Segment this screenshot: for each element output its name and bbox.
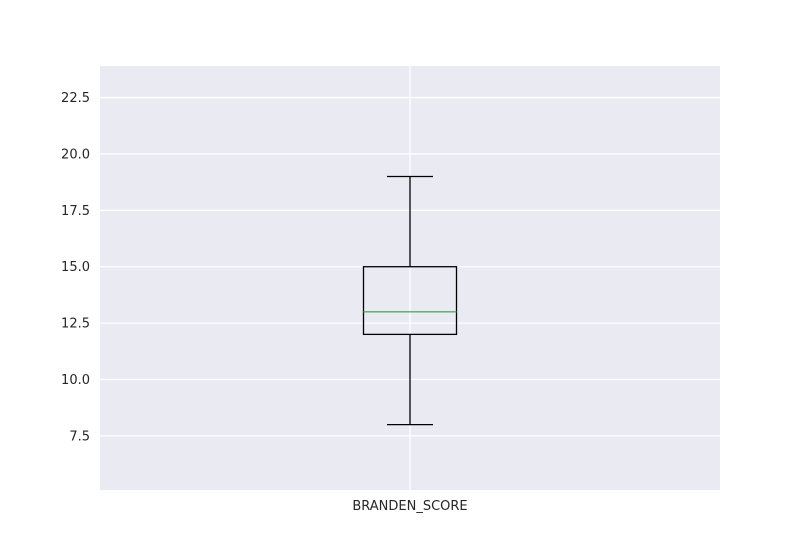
y-tick-label: 15.0 [61, 260, 90, 275]
box-series [362, 175, 458, 426]
y-tick-label: 12.5 [61, 317, 90, 332]
y-tick-label: 22.5 [61, 91, 90, 106]
y-tick-label: 7.5 [69, 429, 90, 444]
x-axis-ticks: BRANDEN_SCORE [352, 499, 467, 514]
y-axis-ticks: 7.5 10.0 12.5 15.0 17.5 20.0 22.5 [61, 91, 90, 444]
y-tick-label: 17.5 [61, 204, 90, 219]
x-tick-label: BRANDEN_SCORE [352, 499, 467, 514]
y-tick-label: 10.0 [61, 373, 90, 388]
y-tick-label: 20.0 [61, 147, 90, 162]
box-iqr [362, 266, 458, 336]
